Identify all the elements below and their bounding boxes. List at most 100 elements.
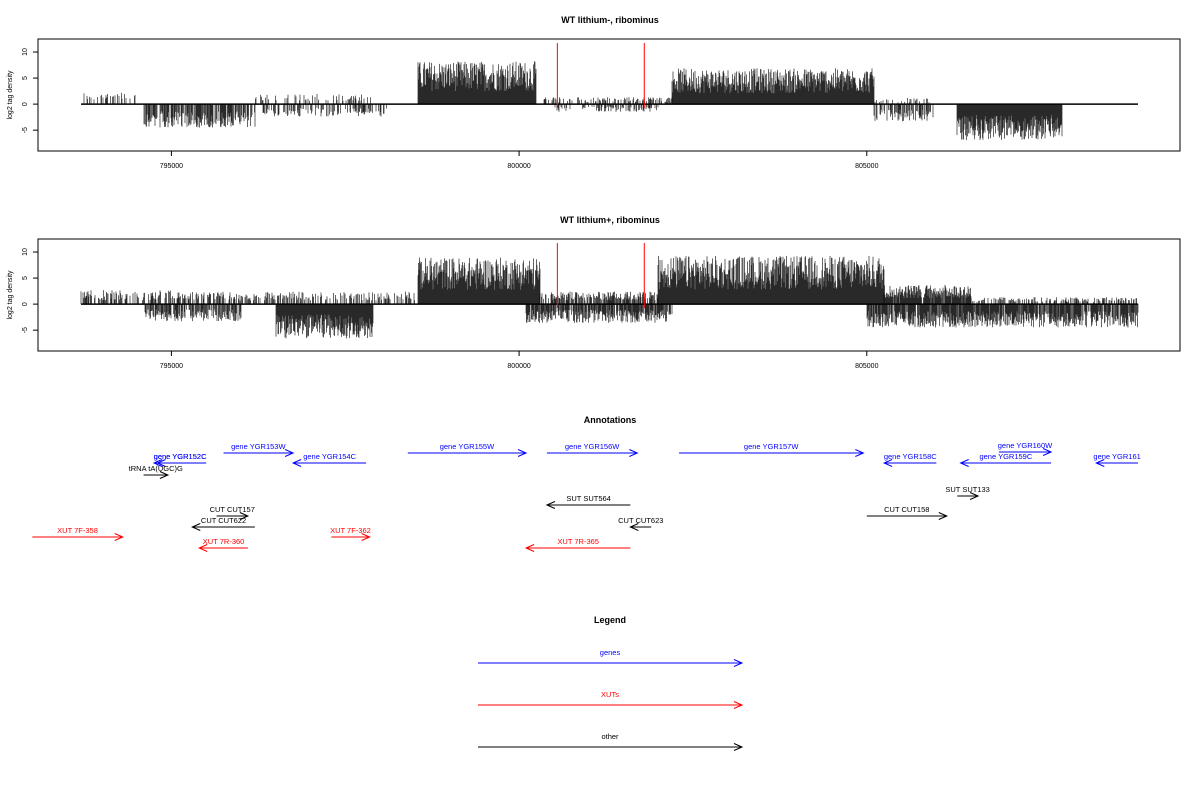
legend-item-genes: genes [478,648,744,667]
feature-arrowhead [114,533,124,541]
x-tick-label: 805000 [855,363,878,370]
feature-arrowhead [969,492,980,500]
coverage-bars [80,255,1139,339]
feature-arrowhead [152,459,163,467]
feature-arrowhead [284,449,295,457]
feature-arrowhead [361,533,371,541]
legend-label: genes [600,648,621,657]
feature-arrowhead [545,501,556,509]
feature-arrowhead [239,512,250,520]
y-axis-label: log2 tag density [7,270,14,320]
feature-arrowhead [882,459,893,467]
feature-label: gene YGR161 [1093,452,1140,461]
feature-label: XUT 7R-360 [203,537,245,546]
feature-label: gene YGR160W [998,441,1053,450]
feature-arrowhead [629,523,639,531]
feature-label: SUT SUT564 [566,494,610,503]
annotation-feature: SUT SUT133 [945,485,990,500]
y-tick-label: 10 [22,48,29,56]
feature-label: gene YGR157W [744,442,799,451]
legend-arrowhead [733,743,744,751]
annotation-feature: SUT SUT564 [545,494,631,509]
feature-label: gene YGR159C [979,452,1032,461]
feature-label: gene YGR152C [154,452,207,461]
annotation-feature: gene YGR158C [882,452,937,467]
panel-title: WT lithium+, ribominus [560,215,660,225]
annotation-feature: gene YGR156W [546,442,639,457]
feature-arrowhead [191,523,201,531]
x-tick-label: 795000 [160,363,183,370]
coverage-panel-lithium-plus: WT lithium+, ribominus log2 tag density … [7,215,1181,370]
annotation-feature: XUT 7F-358 [32,526,124,541]
y-tick-label: 5 [22,276,29,280]
feature-arrowhead [1042,448,1053,456]
position-markers [556,243,645,309]
legend-label: XUTs [601,690,619,699]
x-tick-label: 795000 [160,163,183,170]
feature-label: XUT 7F-362 [330,526,371,535]
panel-title: WT lithium-, ribominus [561,15,659,25]
feature-label: XUT 7R-365 [557,537,599,546]
legend-item-xuts: XUTs [478,690,744,709]
annotation-feature: gene YGR154C [291,452,367,467]
annotation-feature: CUT CUT157 [210,505,255,520]
x-tick-label: 800000 [507,363,530,370]
feature-arrowhead [855,449,865,457]
legend-item-other: other [478,732,744,751]
plot-frame [37,38,1181,152]
feature-label: gene YGR153W [231,442,286,451]
annotation-feature: CUT CUT158 [866,505,949,520]
y-tick-label: 10 [22,248,29,256]
annotation-feature: gene YGR152C [154,452,207,467]
annotation-feature: gene YGR160W [998,441,1053,456]
axes: 795000 800000 805000 -5 0 5 10 [22,248,879,370]
feature-arrowhead [517,449,528,457]
legend-arrowhead [733,701,744,709]
annotation-feature: XUT 7F-362 [330,526,371,541]
feature-arrowhead [156,459,166,467]
feature-label: CUT CUT622 [201,516,246,525]
legend-arrowhead [733,659,744,667]
x-tick-label: 805000 [855,163,878,170]
feature-label: XUT 7F-358 [57,526,98,535]
feature-arrowhead [959,459,969,467]
annotation-feature: gene YGR155W [407,442,528,457]
y-tick-label: -5 [22,127,29,133]
y-tick-label: 5 [22,76,29,80]
y-axis-label: log2 tag density [7,70,14,120]
feature-arrowhead [629,449,639,457]
x-tick-label: 800000 [507,163,530,170]
annotation-feature: CUT CUT622 [191,516,255,531]
annotation-feature: XUT 7R-365 [524,537,631,552]
y-tick-label: 0 [22,102,29,106]
feature-arrowhead [938,512,949,520]
feature-label: gene YGR154C [303,452,356,461]
feature-arrowhead [524,544,535,552]
feature-label: tRNA tA(UGC)G [129,464,183,473]
annotation-feature: XUT 7R-360 [197,537,248,552]
annotation-feature: CUT CUT623 [618,516,663,531]
annotation-feature: tRNA tA(UGC)G [129,464,183,479]
legend-items: genes XUTs other [478,648,744,751]
feature-arrowhead [197,544,208,552]
annotation-feature: gene YGR159C [959,452,1052,467]
axes: 795000 800000 805000 -5 0 5 10 [22,48,879,170]
legend-title: Legend [594,615,626,625]
y-tick-label: 0 [22,302,29,306]
feature-arrowhead [291,459,302,467]
legend-label: other [601,732,619,741]
coverage-panel-lithium-minus: WT lithium-, ribominus log2 tag density … [7,15,1181,170]
annotation-feature: gene YGR157W [679,442,865,457]
annotation-feature: gene YGR161 [1093,452,1141,467]
feature-label: gene YGR152C [154,452,207,461]
annotation-feature: gene YGR153W [223,442,295,457]
feature-arrowhead [159,471,170,479]
legend: Legend genes XUTs other [478,615,744,751]
feature-label: gene YGR158C [884,452,937,461]
y-tick-label: -5 [22,327,29,333]
plot-frame [37,238,1181,352]
